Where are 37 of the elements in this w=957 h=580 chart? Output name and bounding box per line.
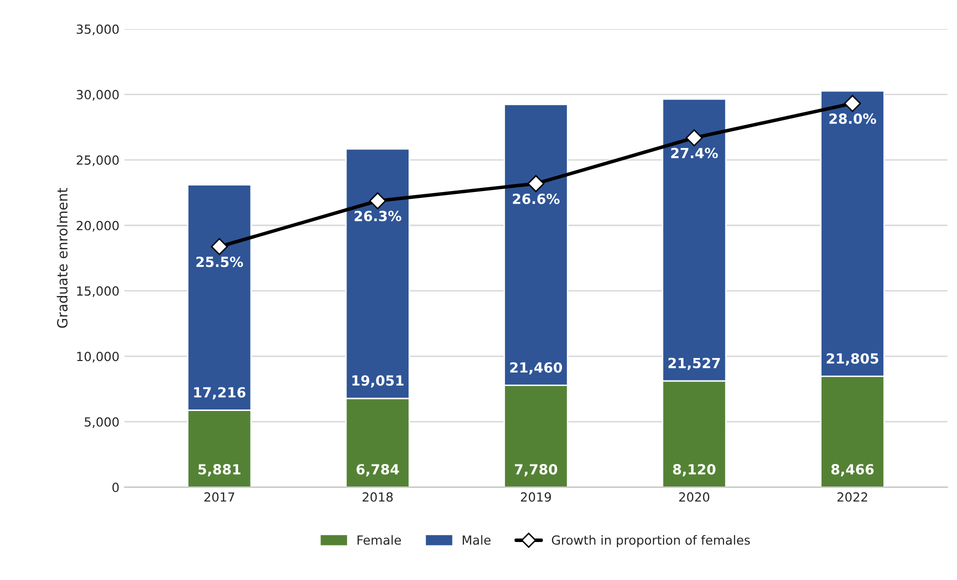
- data-label: 8,466: [831, 464, 874, 476]
- y-tick-label: 30,000: [76, 90, 119, 101]
- legend-label: Female: [358, 535, 401, 545]
- y-tick-label: 0: [112, 482, 119, 492]
- x-tick-label: 2019: [520, 492, 551, 502]
- data-label: 5,881: [198, 464, 240, 476]
- data-label: 28.0%: [829, 113, 876, 124]
- point: [210, 238, 228, 256]
- data-label: 27.4%: [671, 148, 718, 158]
- legend-label: Male: [462, 535, 491, 545]
- y-tick-label: 35,000: [76, 24, 119, 36]
- data-label: 7,780: [514, 464, 558, 476]
- x-tick-label: 2017: [204, 492, 234, 502]
- data-label: 26.6%: [512, 194, 560, 204]
- data-label: 21,527: [668, 358, 720, 370]
- x-tick-label: 2020: [679, 492, 710, 502]
- data-label: 25.5%: [196, 256, 244, 268]
- y-axis-title: Graduate enrolment: [56, 188, 68, 328]
- x-tick-label: 2022: [837, 492, 868, 502]
- x-tick-label: 2018: [362, 492, 393, 502]
- data-label: 8,120: [673, 464, 716, 476]
- point: [844, 94, 862, 112]
- y-tick-label: 5,000: [84, 417, 119, 428]
- data-label: 21,460: [510, 362, 562, 374]
- point: [686, 129, 703, 146]
- y-tick-label: 10,000: [77, 352, 119, 362]
- point: [527, 175, 544, 192]
- data-label: 6,784: [356, 464, 399, 476]
- y-tick-label: 15,000: [77, 286, 119, 298]
- data-label: 26.3%: [354, 210, 402, 222]
- point: [369, 192, 386, 210]
- data-label: 17,216: [194, 387, 246, 400]
- y-tick-label: 25,000: [76, 155, 119, 166]
- data-label: 19,051: [352, 375, 404, 388]
- y-tick-label: 20,000: [76, 220, 119, 232]
- legend-label: Growth in proportion of females: [552, 535, 750, 548]
- data-label: 21,805: [826, 353, 878, 366]
